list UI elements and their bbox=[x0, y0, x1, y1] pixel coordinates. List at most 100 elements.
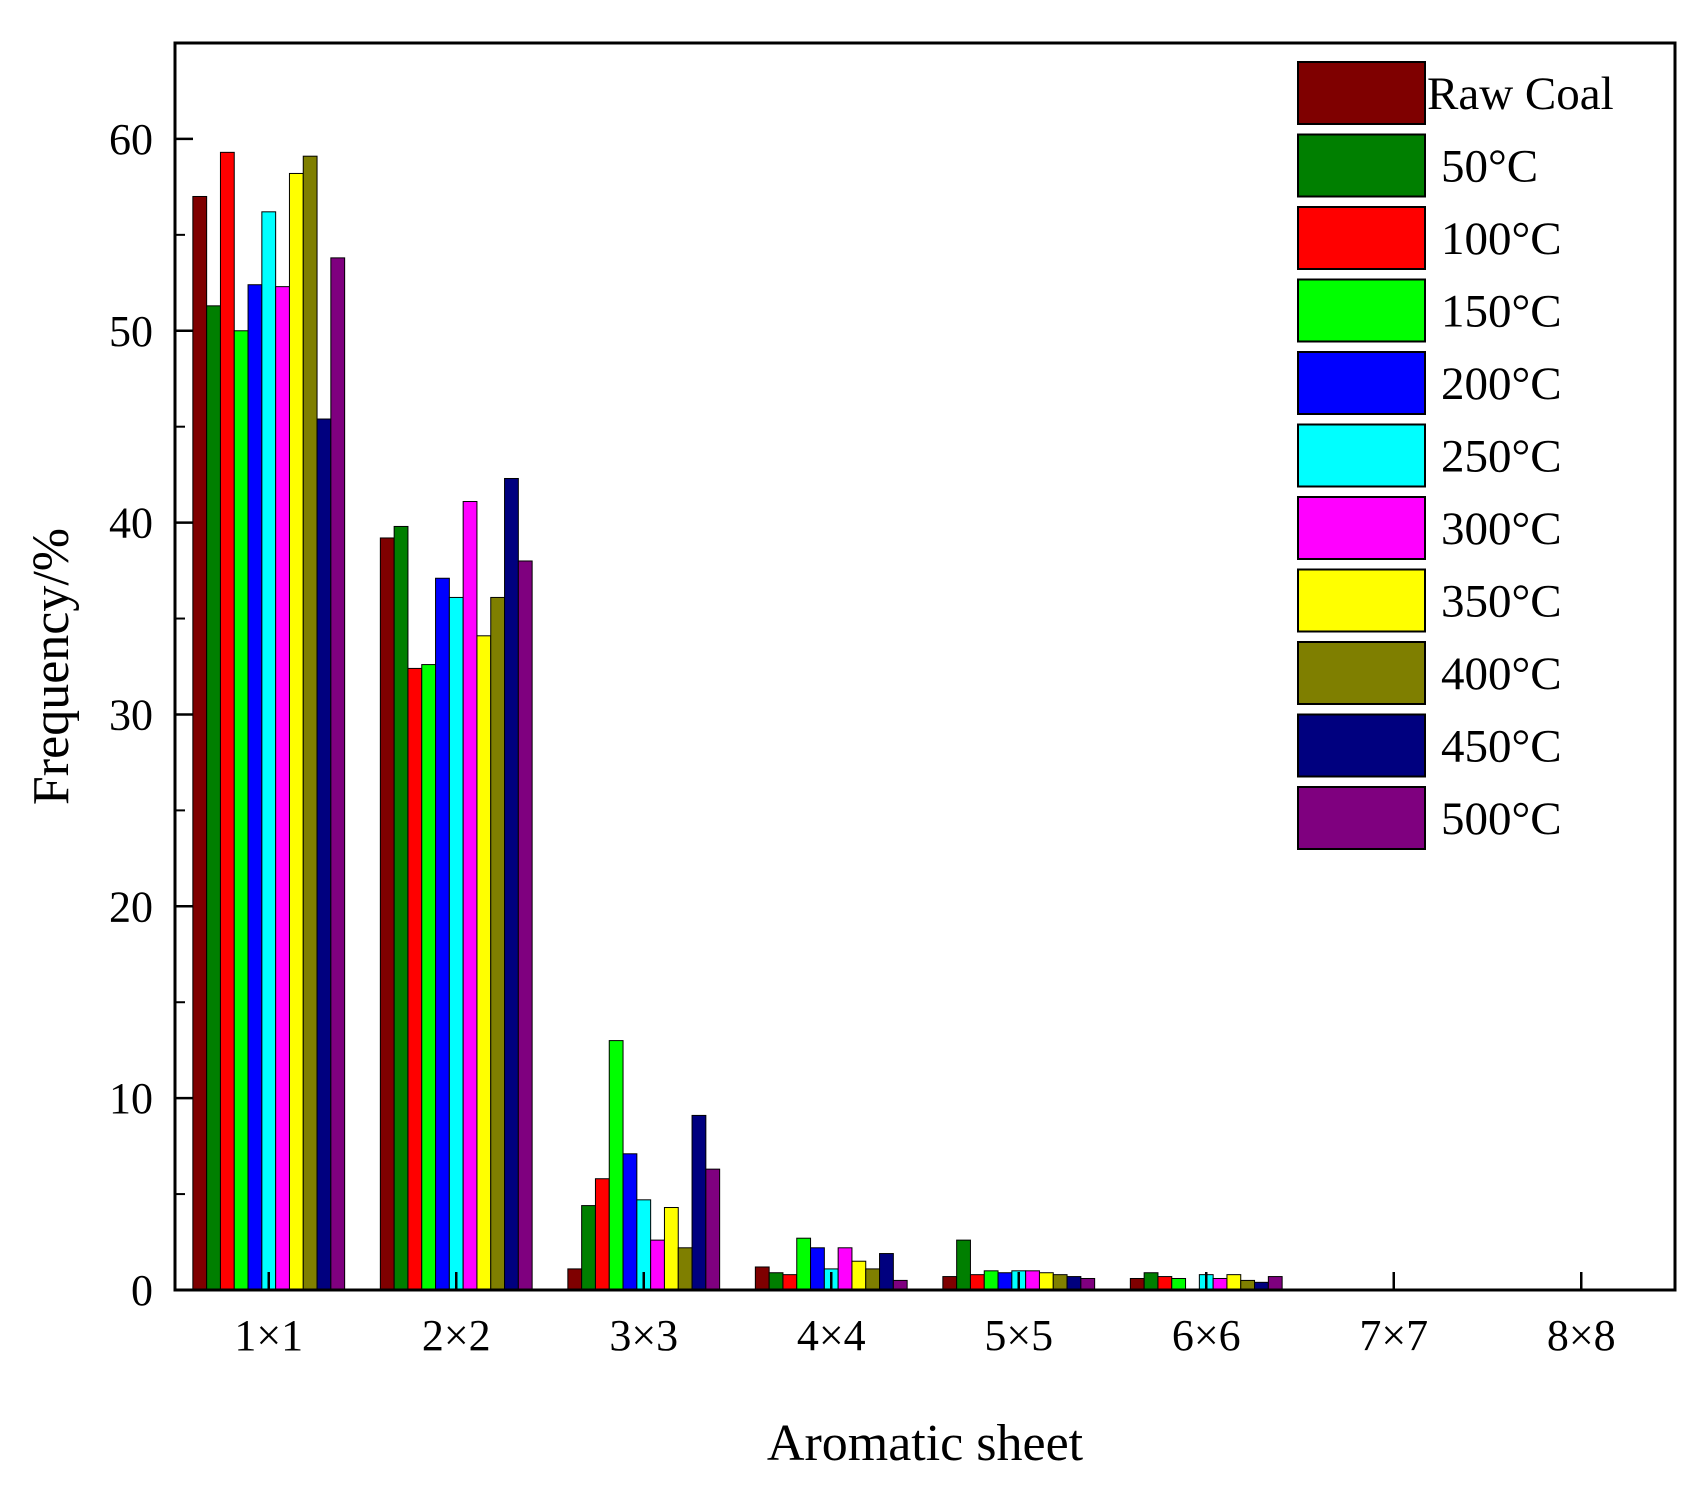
legend-label: Raw Coal bbox=[1427, 68, 1614, 120]
bar bbox=[517, 560, 533, 1291]
y-tick-label: 20 bbox=[109, 882, 153, 931]
ticks-group: 0 10 20 30 40 50 60 1×1 2×2 3×3 4×4 5×5 6×6 7×7 8×8 bbox=[109, 115, 1616, 1360]
bar bbox=[1066, 1276, 1082, 1291]
bar bbox=[1226, 1274, 1242, 1291]
y-tick-label: 10 bbox=[109, 1074, 153, 1123]
bar bbox=[407, 667, 423, 1291]
bar bbox=[754, 1266, 770, 1291]
bar bbox=[448, 596, 464, 1291]
bar bbox=[837, 1247, 853, 1291]
y-tick-label: 60 bbox=[109, 115, 153, 164]
legend-label: 300°C bbox=[1441, 503, 1562, 555]
x-tick-label: 1×1 bbox=[234, 1311, 303, 1360]
bar bbox=[768, 1272, 784, 1291]
bar bbox=[1157, 1276, 1173, 1291]
bar bbox=[379, 537, 395, 1291]
bar bbox=[206, 305, 221, 1291]
bar bbox=[1080, 1277, 1096, 1291]
bar bbox=[865, 1268, 881, 1291]
bar bbox=[1171, 1277, 1187, 1291]
legend-label: 350°C bbox=[1441, 576, 1562, 628]
bar bbox=[879, 1253, 894, 1291]
x-tick-label: 3×3 bbox=[609, 1311, 678, 1360]
bar bbox=[851, 1260, 867, 1291]
bar bbox=[330, 257, 346, 1291]
x-tick-label: 4×4 bbox=[797, 1311, 866, 1360]
legend-label: 450°C bbox=[1441, 721, 1562, 773]
x-tick-label: 7×7 bbox=[1359, 1311, 1428, 1360]
y-tick-label: 0 bbox=[131, 1266, 153, 1315]
bar bbox=[435, 577, 450, 1291]
legend-label: 50°C bbox=[1441, 141, 1538, 193]
x-tick-label: 2×2 bbox=[422, 1311, 491, 1360]
y-tick-label: 50 bbox=[109, 307, 153, 356]
bar bbox=[1052, 1274, 1068, 1291]
bar bbox=[622, 1153, 638, 1291]
bar bbox=[594, 1178, 610, 1291]
legend-swatch bbox=[1297, 61, 1426, 125]
legend-label: 400°C bbox=[1441, 648, 1562, 700]
bar bbox=[1212, 1277, 1228, 1291]
legend-label: 100°C bbox=[1441, 213, 1562, 265]
bar bbox=[782, 1274, 798, 1291]
x-tick-label: 6×6 bbox=[1172, 1311, 1241, 1360]
bar bbox=[247, 284, 263, 1291]
bar bbox=[608, 1040, 624, 1291]
bar bbox=[691, 1114, 707, 1291]
plot-frame bbox=[173, 41, 1677, 1292]
bar bbox=[650, 1239, 665, 1291]
bar bbox=[302, 155, 318, 1291]
bar bbox=[983, 1270, 999, 1291]
x-axis-title: Aromatic sheet bbox=[767, 1415, 1084, 1472]
bar bbox=[1129, 1277, 1145, 1291]
bar bbox=[997, 1272, 1013, 1291]
legend-swatch bbox=[1297, 351, 1426, 415]
bar bbox=[219, 151, 235, 1291]
legend-label: 150°C bbox=[1441, 286, 1562, 338]
bar bbox=[316, 418, 332, 1291]
bar bbox=[504, 477, 519, 1291]
legend-label: 200°C bbox=[1441, 358, 1562, 410]
legend-swatch bbox=[1297, 568, 1426, 633]
bar bbox=[1267, 1276, 1283, 1291]
y-axis-title: Frequency/% bbox=[23, 528, 80, 805]
bar bbox=[421, 664, 437, 1291]
legend: Raw Coal 50°C 100°C 150°C 200°C 250°C 300°C 350… bbox=[1297, 61, 1614, 850]
legend-swatch bbox=[1297, 713, 1426, 778]
legend-swatch bbox=[1297, 278, 1426, 343]
legend-swatch bbox=[1297, 423, 1426, 488]
bar bbox=[1038, 1272, 1054, 1291]
bar bbox=[663, 1207, 679, 1291]
y-tick-label: 40 bbox=[109, 499, 153, 548]
bar bbox=[810, 1247, 825, 1291]
bar bbox=[956, 1239, 971, 1291]
legend-swatch bbox=[1297, 641, 1426, 705]
bar bbox=[233, 330, 249, 1291]
bar bbox=[969, 1274, 985, 1291]
bar bbox=[490, 596, 506, 1291]
axes-group bbox=[173, 41, 1677, 1292]
legend-label: 500°C bbox=[1441, 793, 1562, 845]
bar bbox=[567, 1268, 583, 1291]
bar bbox=[581, 1205, 596, 1291]
bars-group bbox=[192, 151, 1283, 1291]
bar bbox=[1143, 1272, 1159, 1291]
bar bbox=[393, 525, 409, 1291]
bar bbox=[462, 501, 478, 1291]
legend-swatch bbox=[1297, 133, 1426, 198]
bar bbox=[705, 1168, 721, 1291]
y-tick-label: 30 bbox=[109, 690, 153, 739]
bar bbox=[942, 1276, 958, 1291]
legend-swatch bbox=[1297, 496, 1426, 560]
bar bbox=[288, 172, 304, 1291]
x-tick-label: 5×5 bbox=[984, 1311, 1053, 1360]
legend-label: 250°C bbox=[1441, 431, 1562, 483]
legend-swatch bbox=[1297, 786, 1426, 850]
bar bbox=[192, 195, 208, 1291]
bar bbox=[1025, 1270, 1040, 1291]
bar bbox=[275, 286, 290, 1291]
bar bbox=[261, 211, 277, 1291]
bar bbox=[677, 1247, 693, 1291]
bar bbox=[796, 1237, 812, 1291]
